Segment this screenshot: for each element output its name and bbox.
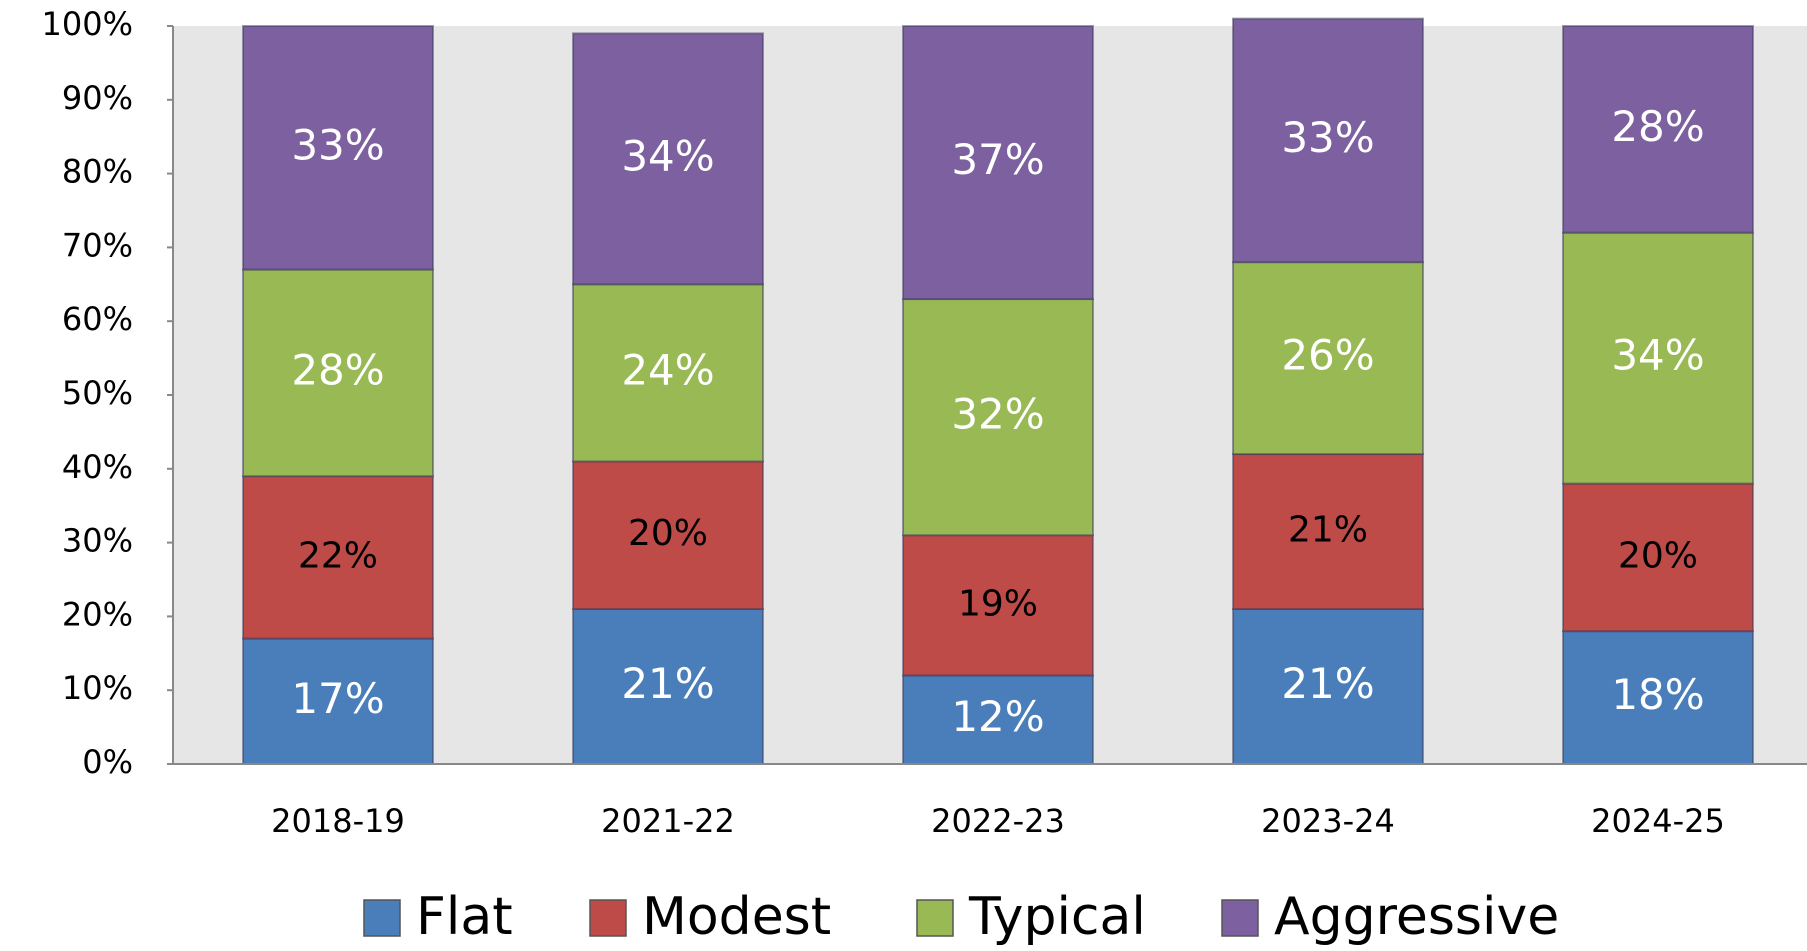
x-tick-label: 2022-23	[931, 802, 1065, 840]
data-label: 34%	[621, 131, 714, 180]
bar-segment	[1562, 25, 1754, 234]
data-label: 17%	[291, 674, 384, 723]
legend-swatch	[363, 899, 401, 937]
bar-segment	[1562, 231, 1754, 485]
bar-segment	[242, 25, 434, 271]
bar-segment	[902, 25, 1094, 301]
y-tick-label: 100%	[42, 5, 133, 43]
data-label: 24%	[621, 345, 714, 394]
x-tick-label: 2023-24	[1261, 802, 1395, 840]
data-label: 20%	[628, 513, 708, 554]
x-tick-label: 2018-19	[271, 802, 405, 840]
data-label: 32%	[951, 390, 1044, 439]
legend-label: Aggressive	[1274, 887, 1559, 947]
data-label: 19%	[958, 583, 1038, 624]
y-tick-label: 70%	[62, 226, 133, 264]
bar-segment	[1232, 261, 1424, 456]
bar-segment	[572, 32, 764, 286]
data-label: 33%	[291, 120, 384, 169]
bar-segment	[242, 268, 434, 478]
legend-label: Flat	[416, 887, 513, 947]
bar-segment	[242, 637, 434, 765]
bar-segment	[242, 475, 434, 640]
bar-segment	[902, 674, 1094, 765]
data-label: 28%	[1611, 102, 1704, 151]
data-label: 18%	[1611, 670, 1704, 719]
y-tick-label: 90%	[62, 79, 133, 117]
legend-label: Modest	[642, 887, 831, 947]
y-tick-label: 80%	[62, 153, 133, 191]
data-label: 34%	[1611, 331, 1704, 380]
bar-segment	[1562, 482, 1754, 633]
x-tick-label: 2021-22	[601, 802, 735, 840]
data-label: 20%	[1618, 535, 1698, 576]
y-tick-label: 10%	[62, 669, 133, 707]
y-tick-label: 60%	[62, 300, 133, 338]
data-label: 21%	[621, 659, 714, 708]
bar-segment	[572, 283, 764, 463]
data-label: 26%	[1281, 331, 1374, 380]
bar-segment	[902, 534, 1094, 677]
legend-swatch	[916, 899, 954, 937]
x-tick-label: 2024-25	[1591, 802, 1725, 840]
data-label: 28%	[291, 345, 384, 394]
data-label: 37%	[951, 135, 1044, 184]
bar-segment	[1232, 17, 1424, 264]
y-tick-label: 30%	[62, 522, 133, 560]
bar-segment	[572, 608, 764, 766]
data-label: 21%	[1281, 659, 1374, 708]
y-tick-label: 20%	[62, 595, 133, 633]
bar-segment	[1232, 453, 1424, 611]
data-label: 22%	[298, 535, 378, 576]
data-label: 33%	[1281, 113, 1374, 162]
bar-segment	[902, 298, 1094, 537]
legend-label: Typical	[968, 887, 1146, 947]
data-label: 21%	[1288, 510, 1368, 551]
y-tick-label: 50%	[62, 374, 133, 412]
bar-segment	[572, 460, 764, 611]
legend-swatch	[589, 899, 627, 937]
y-tick-label: 0%	[82, 743, 133, 781]
legend-swatch	[1221, 899, 1259, 937]
data-label: 12%	[951, 692, 1044, 741]
y-tick-label: 40%	[62, 448, 133, 486]
